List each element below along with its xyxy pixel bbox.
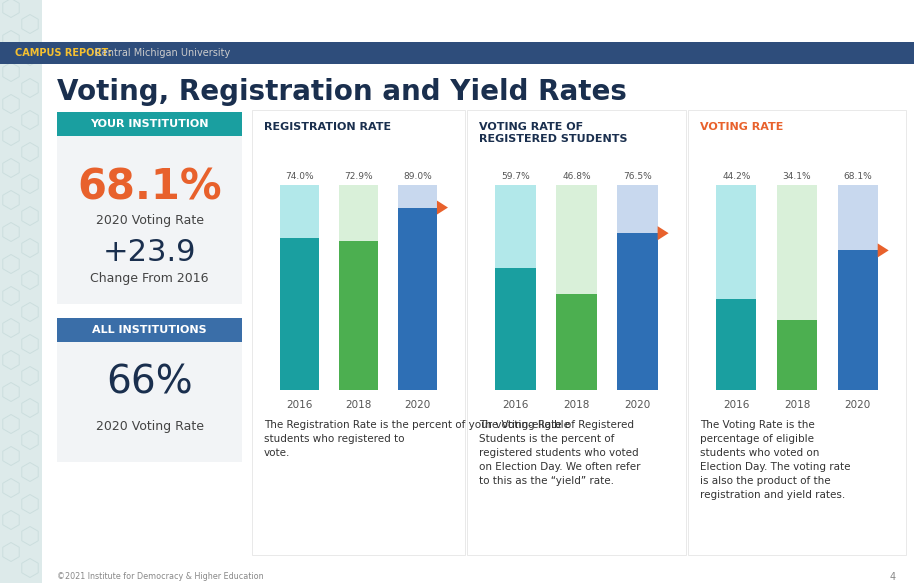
- Bar: [280, 185, 319, 238]
- Bar: [617, 233, 658, 390]
- Text: 2016: 2016: [723, 400, 749, 410]
- Text: VOTING RATE OF
REGISTERED STUDENTS: VOTING RATE OF REGISTERED STUDENTS: [479, 122, 628, 145]
- Text: 66%: 66%: [106, 364, 193, 402]
- Text: +23.9: +23.9: [102, 238, 197, 267]
- Bar: [837, 250, 877, 390]
- Text: 2018: 2018: [563, 400, 590, 410]
- Text: 68.1%: 68.1%: [77, 166, 222, 208]
- Bar: [57, 136, 242, 304]
- Polygon shape: [437, 201, 448, 215]
- Bar: [717, 185, 757, 300]
- Text: 4: 4: [890, 572, 896, 582]
- Text: 2016: 2016: [503, 400, 528, 410]
- Text: Change From 2016: Change From 2016: [90, 272, 208, 285]
- Bar: [557, 185, 597, 294]
- Bar: [777, 185, 817, 320]
- Bar: [252, 110, 465, 555]
- Bar: [837, 185, 877, 250]
- Text: 2018: 2018: [345, 400, 372, 410]
- Text: 2018: 2018: [784, 400, 810, 410]
- Bar: [57, 318, 242, 342]
- Text: Central Michigan University: Central Michigan University: [95, 48, 230, 58]
- Text: 2016: 2016: [286, 400, 313, 410]
- Bar: [777, 320, 817, 390]
- Bar: [495, 185, 536, 268]
- Text: ©2021 Institute for Democracy & Higher Education: ©2021 Institute for Democracy & Higher E…: [57, 572, 263, 581]
- Text: YOUR INSTITUTION: YOUR INSTITUTION: [90, 119, 208, 129]
- Text: 46.8%: 46.8%: [562, 172, 590, 181]
- Text: 68.1%: 68.1%: [844, 172, 872, 181]
- Text: 2020 Voting Rate: 2020 Voting Rate: [95, 420, 204, 433]
- Bar: [280, 238, 319, 390]
- Polygon shape: [877, 243, 888, 258]
- Text: 89.0%: 89.0%: [403, 172, 432, 181]
- Bar: [398, 208, 437, 390]
- Bar: [617, 185, 658, 233]
- Text: VOTING RATE: VOTING RATE: [700, 122, 783, 132]
- Text: 76.5%: 76.5%: [623, 172, 652, 181]
- Text: 44.2%: 44.2%: [722, 172, 750, 181]
- Bar: [339, 241, 378, 390]
- Bar: [0, 0, 42, 583]
- Text: Voting, Registration and Yield Rates: Voting, Registration and Yield Rates: [57, 78, 627, 106]
- Bar: [467, 110, 686, 555]
- Text: The Registration Rate is the percent of your voting-eligible
students who regist: The Registration Rate is the percent of …: [264, 420, 570, 458]
- Bar: [398, 185, 437, 208]
- Polygon shape: [658, 226, 669, 240]
- Text: REGISTRATION RATE: REGISTRATION RATE: [264, 122, 391, 132]
- Text: 34.1%: 34.1%: [782, 172, 812, 181]
- Text: The Voting Rate of Registered
Students is the percent of
registered students who: The Voting Rate of Registered Students i…: [479, 420, 641, 486]
- Text: 2020: 2020: [404, 400, 430, 410]
- Text: 2020: 2020: [845, 400, 871, 410]
- Text: 74.0%: 74.0%: [285, 172, 314, 181]
- Bar: [688, 110, 906, 555]
- Bar: [57, 342, 242, 462]
- Text: 2020: 2020: [624, 400, 651, 410]
- Text: ALL INSTITUTIONS: ALL INSTITUTIONS: [92, 325, 207, 335]
- Text: CAMPUS REPORT:: CAMPUS REPORT:: [15, 48, 112, 58]
- Text: 59.7%: 59.7%: [501, 172, 530, 181]
- Bar: [339, 185, 378, 241]
- Bar: [557, 294, 597, 390]
- Bar: [0, 42, 914, 64]
- Text: 2020 Voting Rate: 2020 Voting Rate: [95, 214, 204, 227]
- Bar: [495, 268, 536, 390]
- Bar: [57, 112, 242, 136]
- Bar: [717, 300, 757, 390]
- Text: The Voting Rate is the
percentage of eligible
students who voted on
Election Day: The Voting Rate is the percentage of eli…: [700, 420, 851, 500]
- Text: 72.9%: 72.9%: [345, 172, 373, 181]
